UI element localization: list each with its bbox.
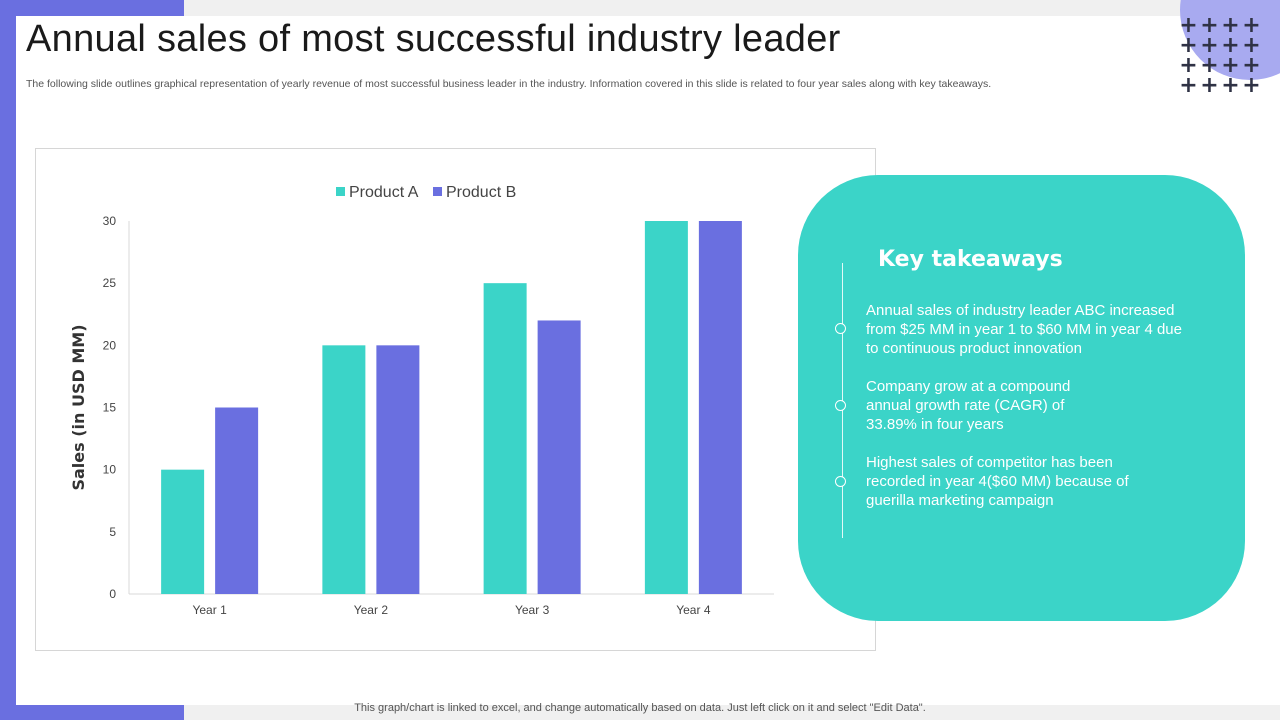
- legend-label: Product A: [349, 184, 419, 201]
- takeaway-2-line-3: 33.89% in four years: [866, 416, 1004, 433]
- takeaway-3-line-3: guerilla marketing campaign: [866, 492, 1054, 509]
- plus-icon: +: [1242, 53, 1261, 78]
- legend-swatch: [433, 187, 442, 196]
- timeline-dot: [835, 400, 846, 411]
- bar-product-b: [698, 221, 742, 594]
- plus-icon: +: [1200, 73, 1219, 98]
- y-tick-label: 15: [103, 401, 117, 415]
- legend-label: Product B: [446, 184, 516, 201]
- y-tick-label: 10: [103, 463, 117, 477]
- plus-icon: +: [1200, 53, 1219, 78]
- y-axis-title: Sales (in USD MM): [69, 324, 88, 490]
- takeaway-item-2: Company grow at a compound annual growth…: [866, 377, 1070, 434]
- plus-icon: +: [1221, 13, 1240, 38]
- legend-swatch: [336, 187, 345, 196]
- takeaway-1-line-2: from $25 MM in year 1 to $60 MM in year …: [866, 321, 1182, 338]
- plus-icon: +: [1221, 73, 1240, 98]
- plus-icon: +: [1242, 13, 1261, 38]
- takeaway-2-line-2: annual growth rate (CAGR) of: [866, 397, 1065, 414]
- takeaway-1-line-3: to continuous product innovation: [866, 340, 1082, 357]
- takeaway-item-1: Annual sales of industry leader ABC incr…: [866, 301, 1182, 358]
- y-tick-label: 20: [103, 338, 117, 352]
- timeline-dot: [835, 476, 846, 487]
- chart-container[interactable]: 0 5 10 15 20 25 30 Sales (in USD MM) Year 1 Year …: [35, 148, 876, 651]
- plus-icon: +: [1200, 13, 1219, 38]
- takeaway-3-line-1: Highest sales of competitor has been: [866, 454, 1113, 471]
- plus-icon: +: [1242, 33, 1261, 58]
- slide-title: Annual sales of most successful industry…: [26, 18, 841, 60]
- bottom-gray-bar: [184, 705, 1280, 720]
- top-accent-bar: [0, 0, 184, 16]
- plus-icon: +: [1179, 73, 1198, 98]
- x-tick-label: Year 2: [354, 603, 389, 617]
- plus-icon: +: [1242, 73, 1261, 98]
- bar-product-a: [644, 221, 688, 594]
- key-takeaways-heading: Key takeaways: [878, 247, 1063, 272]
- plus-pattern-decoration: + + + + + + + + + + + + + + + +: [1178, 13, 1262, 98]
- plus-icon: +: [1179, 13, 1198, 38]
- takeaway-item-3: Highest sales of competitor has been rec…: [866, 453, 1129, 510]
- bottom-accent-bar: [0, 705, 184, 720]
- timeline-dot: [835, 323, 846, 334]
- plus-icon: +: [1221, 53, 1240, 78]
- y-tick-label: 0: [109, 587, 116, 601]
- bar-product-b: [215, 407, 259, 594]
- takeaway-3-line-2: recorded in year 4($60 MM) because of: [866, 473, 1129, 490]
- plus-icon: +: [1179, 33, 1198, 58]
- footer-note: This graph/chart is linked to excel, and…: [354, 702, 926, 714]
- y-tick-label: 30: [103, 214, 117, 228]
- x-tick-label: Year 4: [676, 603, 711, 617]
- takeaway-2-line-1: Company grow at a compound: [866, 378, 1071, 395]
- sales-bar-chart[interactable]: 0 5 10 15 20 25 30 Sales (in USD MM) Year 1 Year …: [36, 149, 875, 650]
- y-tick-label: 5: [109, 525, 116, 539]
- bar-product-a: [483, 283, 527, 594]
- x-tick-label: Year 1: [192, 603, 227, 617]
- plus-icon: +: [1200, 33, 1219, 58]
- plus-icon: +: [1221, 33, 1240, 58]
- x-tick-label: Year 3: [515, 603, 550, 617]
- takeaway-1-line-1: Annual sales of industry leader ABC incr…: [866, 302, 1175, 319]
- y-tick-label: 25: [103, 276, 117, 290]
- top-gray-bar: [184, 0, 1280, 16]
- bar-product-b: [537, 320, 581, 594]
- bar-product-b: [376, 345, 420, 594]
- bar-product-a: [161, 469, 205, 594]
- key-takeaways-card: Key takeaways Annual sales of industry l…: [798, 175, 1245, 621]
- slide-subtitle: The following slide outlines graphical r…: [26, 78, 992, 90]
- bar-product-a: [322, 345, 366, 594]
- left-accent-bar: [0, 0, 16, 720]
- plus-icon: +: [1179, 53, 1198, 78]
